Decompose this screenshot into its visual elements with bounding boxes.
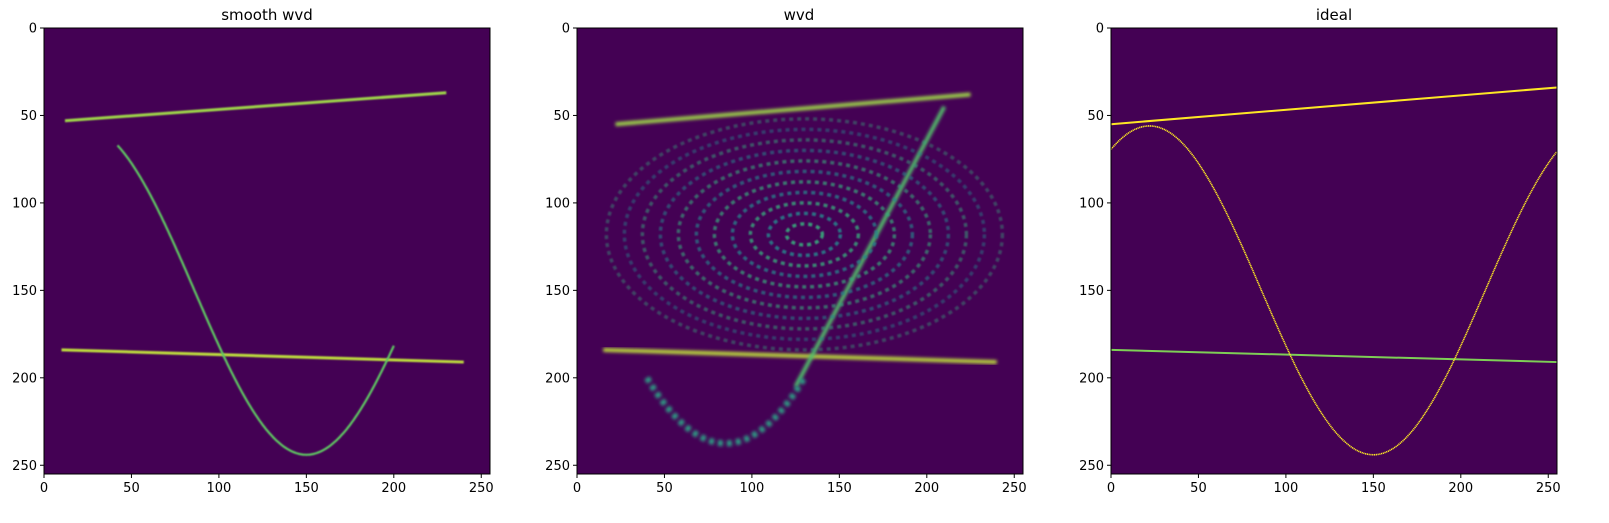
y-tick-label: 100 <box>1079 196 1104 211</box>
x-tick-label: 200 <box>381 481 406 496</box>
feature-line-0 <box>1110 86 1558 126</box>
axes-frame <box>43 27 491 475</box>
x-tick-label: 0 <box>40 481 48 496</box>
heatmap-marks <box>603 92 1005 447</box>
feature-line-0 <box>615 92 971 127</box>
axes-frame <box>1110 27 1558 475</box>
feature-sine-2 <box>1110 125 1558 456</box>
heatmap-background <box>44 28 490 474</box>
x-tick-label: 50 <box>1190 481 1207 496</box>
y-tick-label: 0 <box>562 22 570 37</box>
subplot-title: ideal <box>1316 6 1352 24</box>
y-tick-label: 250 <box>545 459 570 474</box>
heatmap-background <box>1111 28 1557 474</box>
interference-ring-11 <box>604 117 1005 352</box>
y-tick-label: 200 <box>1079 371 1104 386</box>
x-tick-label: 100 <box>1273 481 1298 496</box>
x-tick-label: 100 <box>206 481 231 496</box>
x-tick-label: 150 <box>294 481 319 496</box>
heatmap-marks <box>61 91 464 456</box>
x-axis: 0 50 100 150 200 250 <box>40 474 494 496</box>
feature-line-1 <box>61 348 464 364</box>
x-axis: 0 50 100 150 200 250 <box>573 474 1027 496</box>
feature-line-1 <box>603 347 997 365</box>
y-tick-label: 150 <box>545 284 570 299</box>
y-axis: 0 50 100 150 200 250 <box>12 22 44 474</box>
y-tick-label: 200 <box>12 371 37 386</box>
y-tick-label: 50 <box>553 109 570 124</box>
y-axis: 0 50 100 150 200 250 <box>1079 22 1111 474</box>
x-tick-label: 250 <box>469 481 494 496</box>
y-tick-label: 50 <box>1087 109 1104 124</box>
x-tick-label: 50 <box>656 481 673 496</box>
subplot-title: smooth wvd <box>221 6 313 24</box>
feature-line-1 <box>1110 348 1558 364</box>
y-axis: 0 50 100 150 200 250 <box>545 22 577 474</box>
x-tick-label: 250 <box>1536 481 1561 496</box>
y-tick-label: 0 <box>29 22 37 37</box>
x-tick-label: 50 <box>123 481 140 496</box>
y-tick-label: 100 <box>545 196 570 211</box>
y-tick-label: 150 <box>12 284 37 299</box>
y-tick-label: 200 <box>545 371 570 386</box>
x-tick-label: 100 <box>739 481 764 496</box>
heatmap-marks <box>1110 86 1558 456</box>
subplot-ideal: ideal 0 50 100 150 200 250 0 50 100 150 200 250 <box>1079 6 1560 496</box>
x-tick-label: 150 <box>1361 481 1386 496</box>
x-tick-label: 0 <box>1107 481 1115 496</box>
x-tick-label: 200 <box>1448 481 1473 496</box>
y-tick-label: 150 <box>1079 284 1104 299</box>
subplot-wvd: wvd 0 50 100 150 200 250 0 50 100 150 200 250 <box>545 6 1026 496</box>
x-tick-label: 150 <box>827 481 852 496</box>
feature-line-0 <box>64 91 447 123</box>
heatmap-background <box>577 28 1023 474</box>
x-axis: 0 50 100 150 200 250 <box>1107 474 1561 496</box>
y-tick-label: 250 <box>12 459 37 474</box>
subplot-title: wvd <box>784 6 815 24</box>
subplot-smooth-wvd: smooth wvd 0 50 100 150 200 250 0 50 100 150 200 2… <box>12 6 493 496</box>
x-tick-label: 200 <box>914 481 939 496</box>
feature-sine-2 <box>116 144 395 456</box>
y-tick-label: 0 <box>1096 22 1104 37</box>
y-tick-label: 100 <box>12 196 37 211</box>
y-tick-label: 250 <box>1079 459 1104 474</box>
x-tick-label: 0 <box>573 481 581 496</box>
y-tick-label: 50 <box>20 109 37 124</box>
x-tick-label: 250 <box>1002 481 1027 496</box>
axes-frame <box>576 27 1024 475</box>
